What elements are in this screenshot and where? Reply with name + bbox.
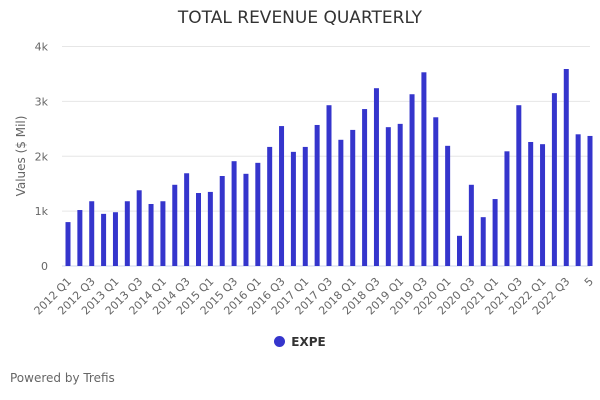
y-tick-label: 3k [35,95,49,108]
bar [219,176,225,266]
bar [575,134,581,266]
bar [112,212,118,266]
bar [409,94,415,267]
bar [492,199,498,266]
bar [587,135,593,266]
bar [136,190,142,266]
bar [267,146,273,266]
chart-title: TOTAL REVENUE QUARTERLY [177,8,423,28]
bar [314,124,320,266]
y-axis-label: Values ($ Mil) [14,116,28,197]
legend-marker [274,336,286,347]
bar [480,217,486,266]
bar [421,72,427,266]
bar [468,184,474,266]
bar [362,109,368,267]
bar [338,139,344,266]
bar [77,210,83,266]
bar [385,127,391,266]
bar [231,161,237,266]
bar [243,173,249,266]
bar [89,201,95,266]
y-tick-label: 4k [35,41,49,54]
bar [148,203,154,266]
bar [65,222,71,266]
bar [445,145,451,266]
bar [350,129,356,266]
bar [516,105,522,266]
bar [397,123,403,266]
bar [504,151,510,266]
bar [196,193,201,266]
bar [160,201,166,266]
y-tick-label: 0 [41,260,48,273]
bar [373,88,379,266]
bar [184,173,190,266]
bar [279,126,285,266]
bar [302,146,308,266]
legend-label: EXPE [291,335,326,349]
powered-by-credit: Powered by Trefis [10,371,115,385]
y-tick-label: 1k [35,205,49,218]
bar [326,105,332,266]
bar [124,201,130,266]
bar [528,141,534,266]
y-tick-label: 2k [35,150,49,163]
bar [563,68,569,266]
bar [290,151,296,266]
bar [540,144,546,266]
bar [101,213,107,266]
bar [457,235,462,266]
bar [551,93,557,266]
x-tick-label: 5 [582,275,596,289]
bar [207,191,213,266]
bar [255,162,261,266]
bar [433,117,439,266]
bar [172,184,178,266]
legend[interactable]: EXPE [0,335,600,349]
